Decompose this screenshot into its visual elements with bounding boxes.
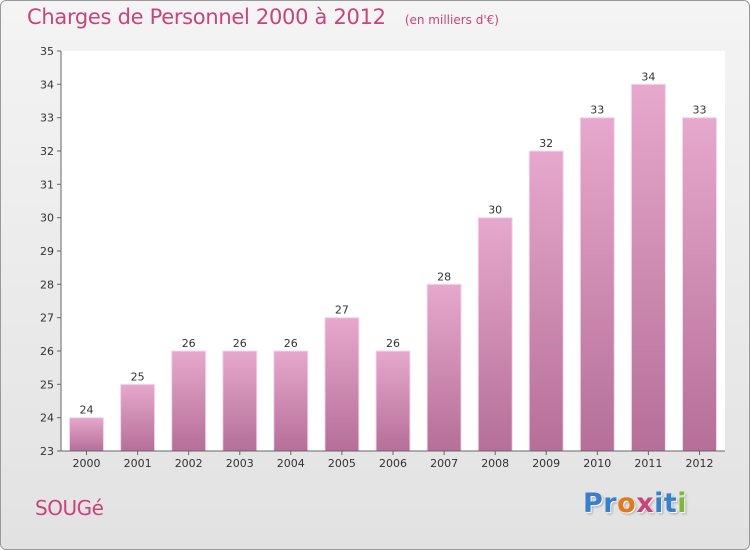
y-tick-label-28: 28 — [40, 278, 54, 291]
place-name: SOUGé — [35, 496, 104, 520]
bar-2006 — [375, 350, 411, 452]
bar-2008 — [477, 217, 513, 452]
logo-letter: x — [636, 488, 655, 519]
x-tick-label-2003: 2003 — [226, 457, 254, 470]
bar-2004 — [273, 350, 309, 452]
x-tick-label-2010: 2010 — [583, 457, 611, 470]
bar-2010 — [579, 117, 615, 452]
chart-subtitle: (en milliers d'€) — [404, 13, 499, 27]
bar-2002 — [171, 350, 207, 452]
logo-letter: P — [583, 488, 604, 519]
chart-title: Charges de Personnel 2000 à 2012 — [27, 5, 386, 29]
data-label-2000: 24 — [80, 404, 94, 417]
x-tick-label-2001: 2001 — [124, 457, 152, 470]
y-tick-label-23: 23 — [40, 445, 54, 458]
x-tick-label-2000: 2000 — [73, 457, 101, 470]
logo-letter: t — [663, 488, 678, 519]
x-tick-label-2002: 2002 — [175, 457, 203, 470]
bar-2005 — [324, 317, 360, 452]
proxiti-logo: Proxiti — [583, 488, 687, 519]
y-tick-label-30: 30 — [40, 212, 54, 225]
x-tick-label-2006: 2006 — [379, 457, 407, 470]
data-label-2009: 32 — [539, 137, 553, 150]
data-label-2002: 26 — [182, 337, 196, 350]
x-tick-label-2004: 2004 — [277, 457, 305, 470]
bar-2001 — [120, 383, 156, 452]
data-label-2012: 33 — [693, 104, 707, 117]
bar-2007 — [426, 283, 462, 452]
logo-letter: o — [617, 488, 637, 519]
x-tick-label-2012: 2012 — [686, 457, 714, 470]
chart-title-row: Charges de Personnel 2000 à 2012 (en mil… — [27, 5, 499, 29]
y-tick-label-24: 24 — [40, 412, 54, 425]
x-tick-label-2007: 2007 — [430, 457, 458, 470]
data-label-2011: 34 — [641, 70, 655, 83]
data-label-2007: 28 — [437, 270, 451, 283]
y-tick-label-31: 31 — [40, 178, 54, 191]
bar-2003 — [222, 350, 258, 452]
y-tick-label-35: 35 — [40, 45, 54, 58]
data-label-2003: 26 — [233, 337, 247, 350]
x-tick-label-2009: 2009 — [532, 457, 560, 470]
y-tick-label-26: 26 — [40, 345, 54, 358]
data-label-2004: 26 — [284, 337, 298, 350]
bars-layer — [69, 83, 717, 452]
data-label-2001: 25 — [131, 370, 145, 383]
axes-layer: 2000 2001 2002 2003 2004 2005 2006 2007 2008 2009… — [40, 45, 725, 470]
data-label-2005: 27 — [335, 304, 349, 317]
data-label-2006: 26 — [386, 337, 400, 350]
y-tick-label-27: 27 — [40, 312, 54, 325]
bar-2000 — [69, 417, 104, 452]
y-tick-label-25: 25 — [40, 378, 54, 391]
x-tick-label-2011: 2011 — [634, 457, 662, 470]
y-tick-label-29: 29 — [40, 245, 54, 258]
y-tick-label-32: 32 — [40, 145, 54, 158]
bar-2011 — [630, 83, 666, 452]
data-labels-layer: 24 25 26 26 26 27 26 28 30 32 33 34 33 — [80, 70, 707, 416]
y-tick-label-33: 33 — [40, 112, 54, 125]
logo-letter: r — [603, 488, 618, 519]
data-label-2010: 33 — [590, 104, 604, 117]
bar-2012 — [682, 117, 717, 452]
x-tick-label-2005: 2005 — [328, 457, 356, 470]
data-label-2008: 30 — [488, 204, 502, 217]
y-tick-label-34: 34 — [40, 78, 54, 91]
logo-letter: i — [654, 488, 664, 519]
logo-letter: i — [677, 488, 688, 519]
bar-2009 — [528, 150, 564, 452]
x-tick-label-2008: 2008 — [481, 457, 509, 470]
